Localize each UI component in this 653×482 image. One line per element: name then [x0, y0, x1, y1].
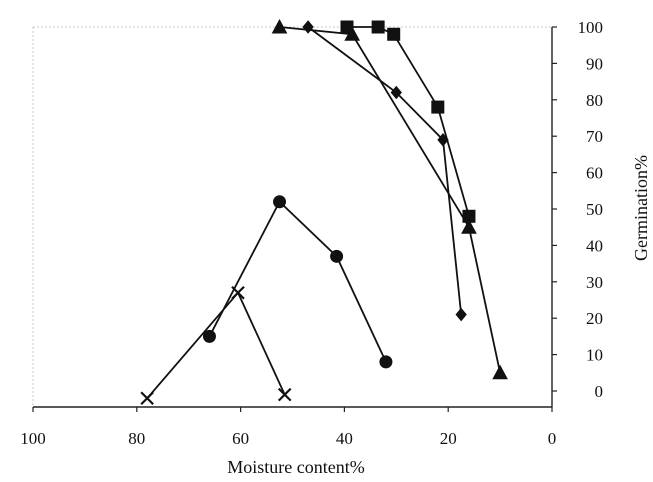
x-tick-label: 20: [440, 429, 457, 448]
y-tick-label: 30: [586, 273, 603, 292]
x-tick-label: 80: [128, 429, 145, 448]
y-axis-title: Germination%: [631, 155, 651, 261]
y-tick-label: 50: [586, 200, 603, 219]
x-axis-ticks: 100 80 60 40 20 0: [20, 407, 556, 448]
data-point-circle: [202, 329, 216, 343]
series-line-triangle: [279, 26, 501, 373]
x-tick-label: 100: [20, 429, 46, 448]
y-axis-ticks: 0 10 20 30 40 50 60 70 80 90 100: [552, 18, 603, 401]
series-layer: [140, 18, 508, 406]
data-point-triangle: [344, 26, 361, 41]
data-point-square: [387, 27, 401, 41]
x-tick-label: 0: [548, 429, 557, 448]
series-line-circle: [208, 200, 387, 363]
y-tick-label: 70: [586, 127, 603, 146]
y-tick-label: 10: [586, 346, 603, 365]
data-point-x: [231, 285, 245, 300]
series-line-diamond: [307, 26, 463, 315]
data-point-triangle: [492, 364, 508, 380]
data-point-triangle: [271, 18, 288, 34]
y-tick-label: 20: [586, 309, 603, 328]
data-point-circle: [273, 195, 287, 209]
data-point-circle: [330, 249, 344, 263]
y-tick-label: 80: [586, 91, 603, 110]
data-point-circle: [379, 355, 393, 369]
x-tick-label: 60: [232, 429, 249, 448]
y-tick-label: 40: [586, 236, 603, 255]
data-point-square: [371, 20, 385, 34]
series-square: [340, 20, 476, 223]
data-point-diamond: [390, 85, 402, 100]
series-x: [140, 285, 292, 406]
data-point-diamond: [455, 307, 467, 322]
y-tick-label: 60: [586, 164, 603, 183]
data-point-diamond: [302, 20, 314, 34]
x-axis-title: Moisture content%: [227, 457, 364, 477]
series-triangle: [271, 18, 508, 380]
y-tick-label: 90: [586, 54, 603, 73]
y-tick-label: 0: [595, 382, 604, 401]
data-point-square: [431, 100, 445, 114]
x-tick-label: 40: [336, 429, 353, 448]
data-point-triangle: [461, 219, 477, 234]
y-tick-label: 100: [578, 18, 604, 37]
series-diamond: [302, 20, 467, 322]
series-line-x: [146, 291, 286, 399]
data-point-x: [277, 387, 292, 402]
series-circle: [202, 195, 393, 369]
data-point-x: [140, 391, 154, 406]
